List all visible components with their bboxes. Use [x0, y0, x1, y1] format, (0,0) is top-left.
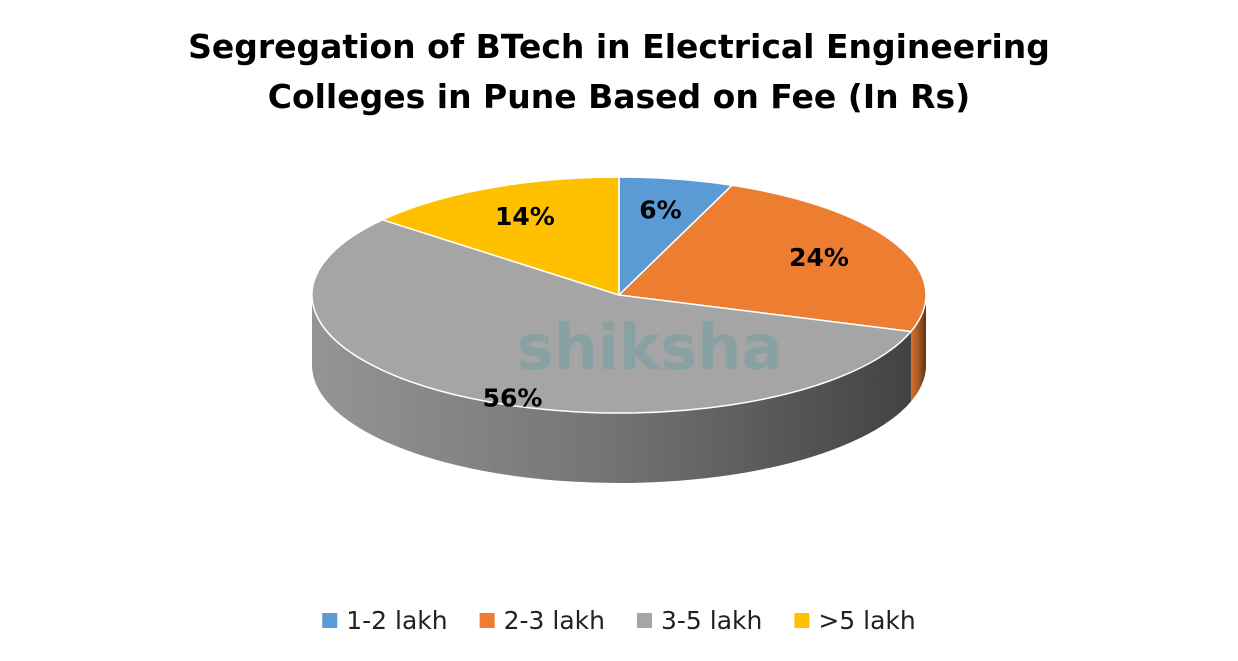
legend-label: >5 lakh — [818, 606, 915, 635]
slice-side-shade — [312, 295, 911, 484]
slice-side-shade — [910, 295, 926, 402]
legend-label: 3-5 lakh — [661, 606, 762, 635]
data-label: 14% — [495, 202, 555, 231]
slice — [381, 176, 620, 296]
legend-label: 1-2 lakh — [346, 606, 447, 635]
legend-swatch — [794, 613, 810, 628]
slice — [311, 219, 912, 414]
watermark: shiksha — [517, 311, 783, 384]
legend-swatch — [322, 613, 338, 628]
legend-swatch — [636, 613, 652, 628]
chart-title: Segregation of BTech in Electrical Engin… — [188, 27, 1050, 116]
legend-swatch — [479, 613, 495, 628]
data-label: 56% — [483, 383, 543, 412]
data-label: 24% — [789, 243, 849, 272]
legend-label: 2-3 lakh — [504, 606, 605, 635]
data-label: 6% — [639, 196, 681, 225]
slice — [618, 184, 927, 333]
